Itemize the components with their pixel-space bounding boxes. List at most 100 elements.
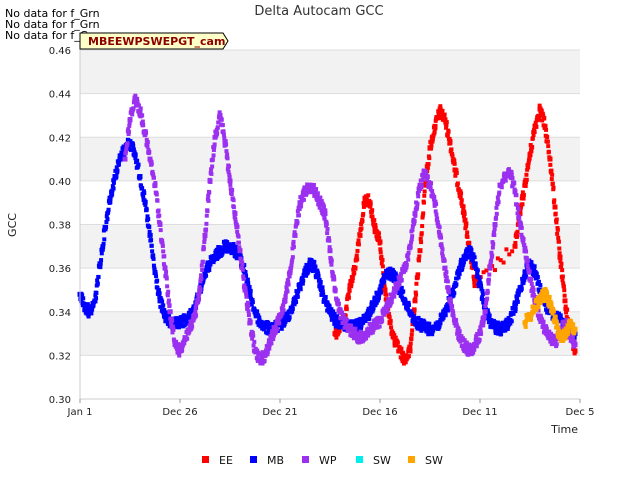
data-point: [215, 125, 220, 130]
data-point: [462, 211, 467, 216]
x-tick-label: Dec 16: [362, 407, 397, 418]
data-point: [359, 226, 364, 231]
data-point: [490, 253, 495, 258]
data-point: [487, 272, 492, 277]
data-point: [247, 285, 252, 290]
data-point: [379, 254, 384, 259]
data-point: [144, 207, 149, 212]
data-point: [549, 177, 554, 182]
data-point: [505, 326, 510, 331]
data-point: [388, 302, 393, 307]
data-point: [204, 227, 209, 232]
data-point: [313, 264, 318, 269]
data-point: [182, 341, 187, 346]
data-point: [488, 262, 493, 267]
data-point: [412, 211, 418, 217]
data-point: [373, 222, 378, 227]
data-point: [382, 279, 387, 284]
data-point: [455, 331, 460, 336]
data-point: [423, 169, 428, 174]
data-point: [129, 147, 134, 152]
data-point: [419, 231, 424, 236]
data-point: [123, 151, 128, 156]
data-point: [454, 323, 459, 328]
data-point: [115, 168, 120, 173]
data-point: [430, 136, 435, 141]
data-point: [251, 333, 256, 338]
data-point: [194, 313, 199, 318]
data-point: [208, 260, 213, 265]
data-point: [393, 278, 398, 283]
data-point: [451, 293, 456, 298]
data-point: [234, 222, 239, 227]
data-point: [304, 273, 309, 278]
data-point: [506, 167, 511, 172]
data-point: [187, 323, 192, 328]
data-point: [418, 248, 423, 253]
data-point: [393, 271, 398, 276]
data-point: [204, 273, 209, 278]
data-point: [133, 153, 138, 158]
data-point: [318, 280, 323, 285]
data-point: [447, 136, 452, 141]
data-point: [329, 307, 334, 312]
data-point: [536, 303, 541, 308]
data-point: [412, 307, 417, 312]
data-point: [354, 336, 359, 341]
data-point: [289, 260, 294, 265]
data-point: [431, 197, 436, 202]
data-point: [200, 259, 205, 264]
data-point: [90, 307, 95, 312]
y-axis-title: GCC: [6, 213, 19, 237]
data-point: [241, 276, 246, 281]
data-point: [444, 125, 449, 130]
data-point: [182, 323, 187, 328]
data-point: [527, 269, 532, 274]
data-point: [147, 150, 152, 155]
data-point: [322, 211, 328, 217]
data-point: [515, 211, 520, 216]
data-point: [317, 277, 322, 282]
data-point: [526, 165, 531, 170]
data-point: [195, 300, 200, 305]
data-point: [374, 300, 379, 305]
data-point: [457, 271, 462, 276]
data-point: [432, 195, 437, 200]
data-point: [92, 298, 98, 304]
data-point: [545, 291, 550, 296]
data-point: [291, 241, 296, 246]
data-point: [346, 292, 351, 297]
data-point: [466, 352, 471, 357]
data-point: [529, 260, 534, 265]
data-point: [517, 211, 523, 217]
data-point: [492, 227, 497, 232]
x-tick-label: Dec 11: [462, 407, 497, 418]
data-point: [94, 290, 99, 295]
data-point: [282, 322, 287, 327]
data-point: [151, 253, 156, 258]
data-point: [430, 139, 435, 144]
data-point: [437, 323, 442, 328]
data-point: [397, 282, 402, 287]
data-point: [413, 290, 418, 295]
data-point: [434, 202, 439, 207]
data-point: [546, 332, 551, 337]
data-point: [429, 181, 434, 186]
data-point: [165, 284, 170, 289]
data-point: [472, 255, 477, 260]
data-point: [536, 308, 541, 313]
data-point: [240, 267, 245, 272]
data-point: [459, 334, 464, 339]
data-point: [245, 300, 250, 305]
data-point: [176, 325, 181, 330]
data-point: [282, 298, 288, 304]
data-point: [438, 104, 443, 109]
data-point: [521, 240, 526, 245]
data-point: [140, 119, 145, 124]
data-point: [491, 230, 496, 235]
data-point: [93, 293, 98, 298]
data-point: [152, 267, 157, 272]
data-point: [189, 326, 194, 331]
data-point: [460, 267, 465, 272]
data-point: [256, 313, 261, 318]
